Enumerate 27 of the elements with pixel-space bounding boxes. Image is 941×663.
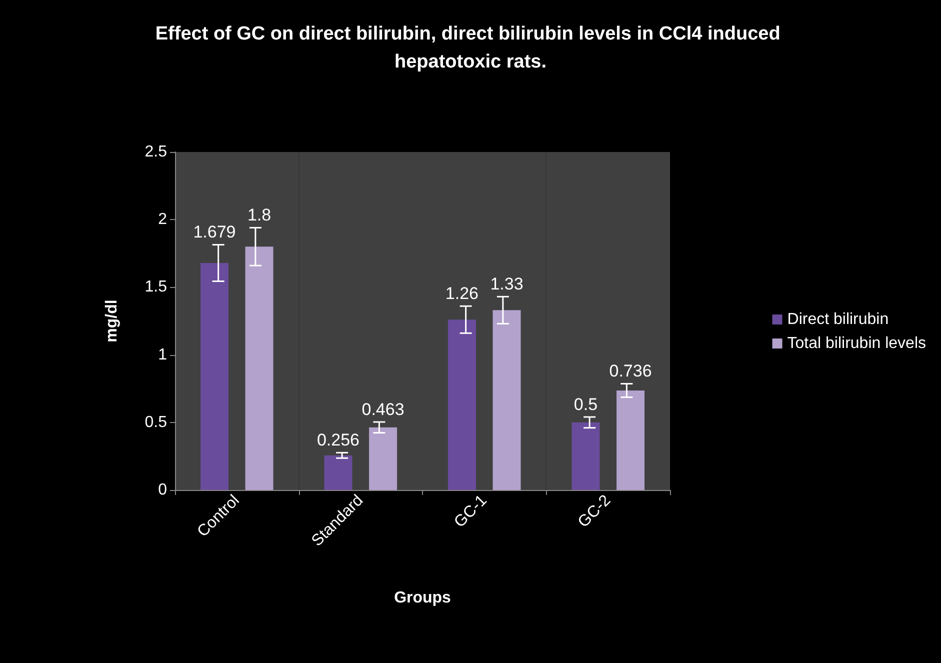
bar [369,427,398,490]
bar [245,246,274,490]
bar [616,390,645,490]
y-tick-label: 2 [158,211,168,228]
data-label: 1.679 [193,222,236,242]
y-tick-label: 2.5 [144,144,168,160]
chart-title: Effect of GC on direct bilirubin, direct bilirubin levels in CCl4 induced hepatotoxic rats. [155,24,786,72]
bar [324,455,352,490]
bar [492,310,521,490]
bar [448,320,476,490]
data-label: 0.463 [362,400,404,419]
y-tick-label: 0.5 [144,414,168,431]
legend-label: Direct bilirubin [787,311,889,328]
data-label: 0.256 [316,430,360,450]
data-label: 0.5 [574,394,598,414]
y-tick-label: 0 [158,482,168,498]
x-axis-title: Groups [394,590,452,606]
y-tick-label: 1 [158,346,168,364]
bar [572,422,600,490]
y-axis-title: mg/dl [104,300,120,342]
bar [200,263,228,490]
data-label: 1.26 [445,284,479,304]
data-label: 1.8 [247,206,272,225]
data-label: 0.736 [609,362,652,381]
legend-label: Total bilirubin levels [787,335,926,352]
y-tick-label: 1.5 [144,278,168,296]
data-label: 1.33 [490,274,524,294]
